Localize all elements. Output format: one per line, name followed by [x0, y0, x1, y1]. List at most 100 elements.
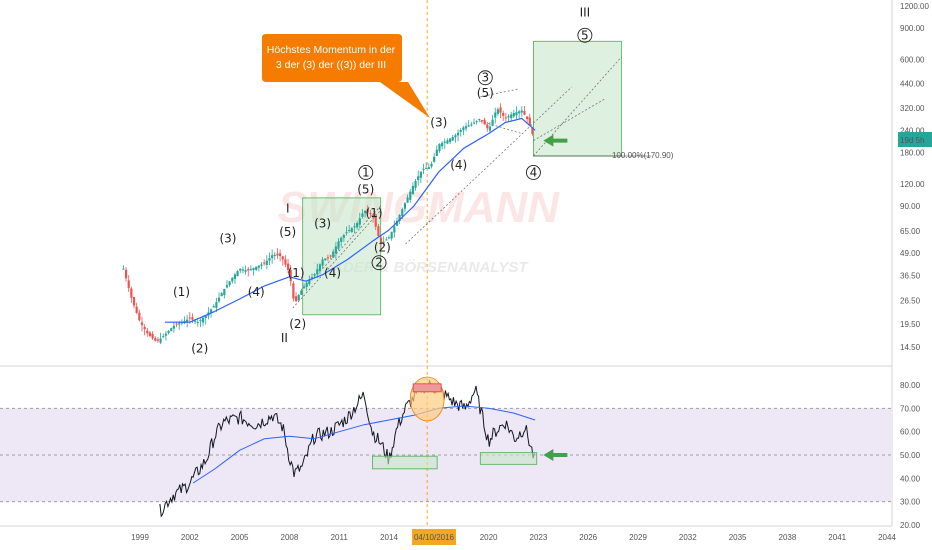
price-pane — [122, 40, 652, 345]
candle-body — [385, 239, 388, 241]
candle-body — [350, 228, 353, 232]
channel-line-6 — [480, 88, 519, 98]
candle-body — [143, 326, 146, 330]
wave-label: (2) — [289, 317, 306, 331]
wave-label: (3) — [314, 217, 331, 231]
candle-body — [130, 288, 133, 298]
candle-body — [403, 203, 407, 209]
candle-body — [417, 176, 420, 181]
wave-label: (4) — [324, 266, 341, 280]
wave-label: (3) — [430, 116, 447, 130]
grid-layer — [0, 0, 892, 526]
candle-body — [340, 237, 343, 242]
candle-body — [494, 112, 497, 118]
time-tick-label: 2008 — [281, 533, 299, 542]
wave-label: (2) — [374, 240, 391, 254]
candle-body — [422, 168, 425, 170]
candle-body — [191, 317, 194, 320]
candle-body — [294, 296, 298, 302]
circled-wave-ring — [371, 255, 387, 271]
rsi-tick-label: 50.00 — [900, 451, 921, 460]
price-tick-label: 49.00 — [900, 249, 921, 258]
candle-body — [263, 262, 266, 264]
candle-body — [358, 218, 361, 225]
candle-body — [276, 253, 279, 256]
candle-body — [443, 141, 446, 143]
circled-wave-ring — [577, 27, 593, 43]
momentum-highlight-rect — [412, 383, 442, 393]
candle-body — [507, 116, 510, 118]
rsi-arrow — [543, 449, 568, 461]
candle-body — [252, 267, 255, 270]
candle-body — [159, 338, 162, 343]
price-tick-label: 440.00 — [900, 79, 925, 88]
candle-body — [305, 282, 308, 288]
candle-body — [478, 119, 481, 121]
candle-body — [204, 315, 207, 319]
candle-body — [502, 113, 505, 116]
date-badge-text: 04/10/2016 — [414, 533, 455, 542]
candle-body — [209, 309, 213, 313]
price-tick-label: 180.00 — [900, 148, 925, 157]
circled-wave-label: 5 — [581, 28, 589, 42]
candle-body — [188, 317, 191, 319]
candle-body — [483, 119, 486, 125]
rsi-tick-label: 80.00 — [900, 381, 921, 390]
callout-bubble — [262, 34, 430, 118]
candle-body — [302, 286, 306, 289]
candle-body — [154, 338, 157, 341]
circled-wave-ring — [525, 164, 541, 180]
candle-body — [406, 197, 409, 203]
circled-wave-label: 1 — [362, 165, 370, 179]
candle-body — [162, 336, 165, 338]
candle-body — [321, 259, 324, 266]
candle-body — [135, 306, 138, 313]
candle-body — [486, 124, 489, 129]
candle-body — [456, 132, 460, 136]
time-tick-label: 2041 — [828, 533, 846, 542]
time-tick-label: 2044 — [878, 533, 896, 542]
candle-body — [265, 260, 268, 265]
candle-body — [122, 268, 125, 270]
candle-body — [140, 322, 144, 326]
candle-body — [178, 323, 181, 325]
candle-body — [451, 136, 454, 141]
rsi-tick-label: 20.00 — [900, 521, 921, 530]
candle-body — [515, 112, 518, 116]
candle-body — [401, 209, 404, 216]
price-badge-text: 19d 5h — [900, 136, 924, 145]
candle-body — [409, 191, 412, 200]
candle-body — [146, 330, 149, 334]
price-badge-bg — [898, 132, 932, 147]
candle-body — [175, 323, 178, 325]
candle-body — [480, 120, 484, 122]
wave-label: (5) — [279, 225, 296, 239]
rsi-support-box-2 — [479, 452, 538, 465]
price-tick-label: 26.50 — [900, 296, 921, 305]
time-tick-label: 2005 — [231, 533, 249, 542]
time-tick-label: 2011 — [331, 533, 349, 542]
candle-body — [255, 266, 258, 270]
candle-body — [361, 213, 364, 217]
candle-body — [236, 271, 239, 277]
candle-body — [337, 241, 340, 249]
candle-body — [138, 312, 141, 321]
callout-line-1: Höchstes Momentum in der — [267, 44, 396, 56]
wave-label: II — [281, 331, 288, 345]
candle-body — [441, 142, 444, 147]
candle-body — [241, 269, 245, 271]
candle-body — [199, 320, 202, 322]
wave-label: III — [580, 5, 591, 19]
candle-body — [435, 149, 438, 156]
candle-body — [414, 180, 417, 188]
candle-body — [518, 111, 521, 114]
candle-body — [260, 264, 263, 266]
rsi-pane — [159, 376, 538, 518]
candle-body — [194, 320, 197, 322]
candle-body — [472, 122, 476, 124]
wave-label: (5) — [357, 182, 374, 196]
time-tick-label: 2038 — [779, 533, 797, 542]
price-tick-label: 65.00 — [900, 227, 921, 236]
candle-body — [433, 156, 436, 162]
circled-wave-label: 2 — [375, 256, 383, 270]
